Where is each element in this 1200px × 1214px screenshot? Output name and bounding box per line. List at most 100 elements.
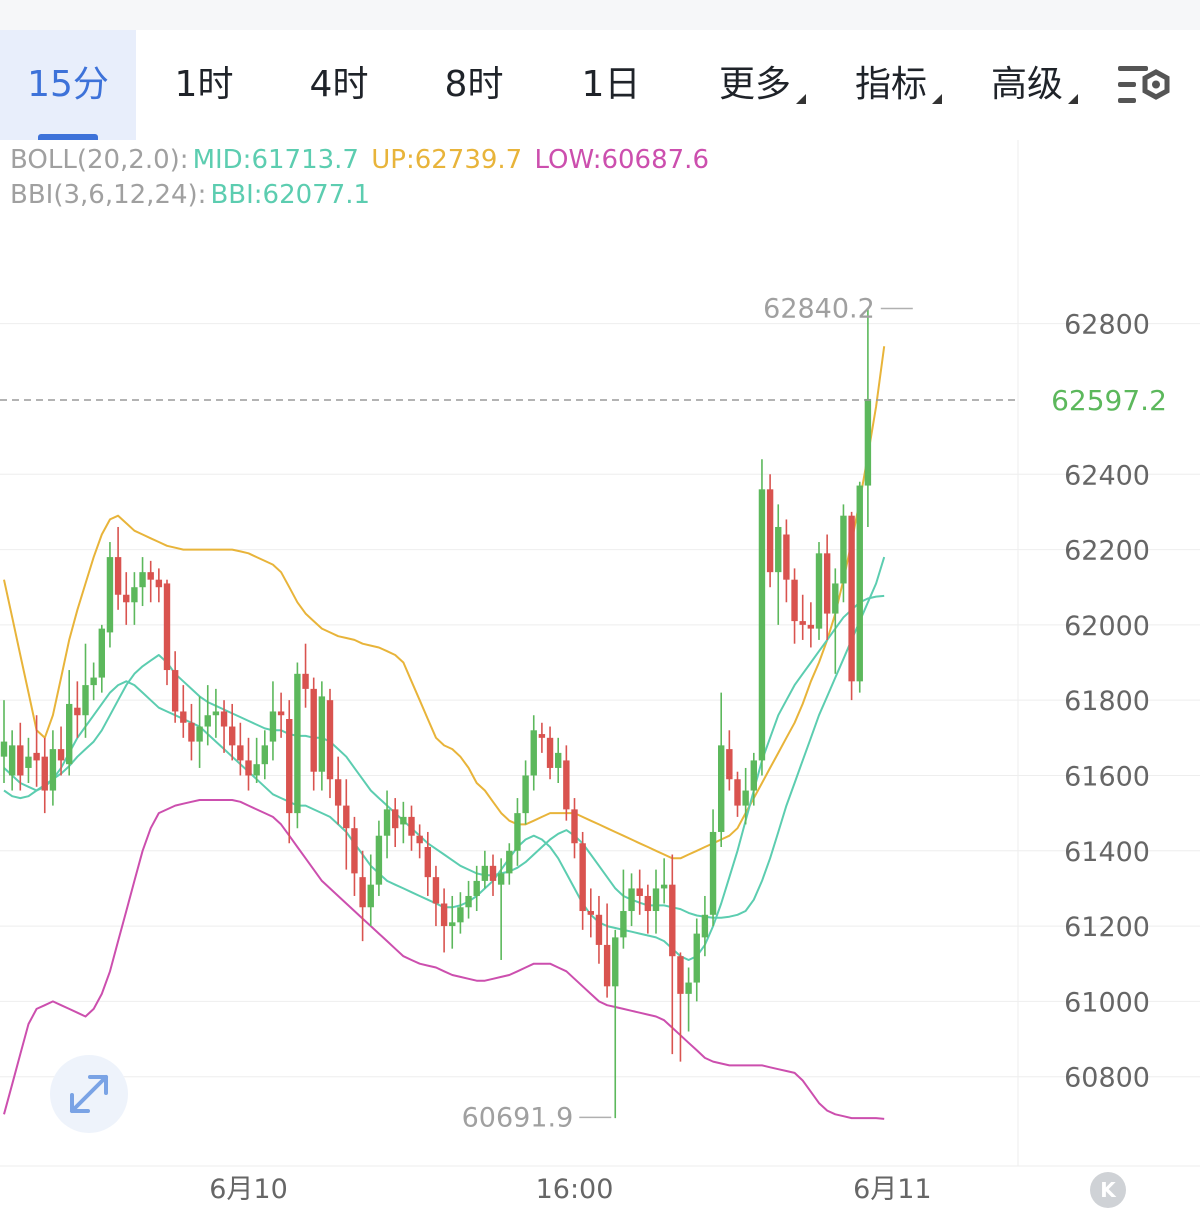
candle-body: [506, 850, 513, 874]
boll-label: BOLL(20,2.0):: [10, 145, 189, 175]
candle-body: [823, 553, 831, 614]
tab-8h[interactable]: 8时: [415, 30, 533, 140]
candle-body: [25, 756, 32, 768]
candle-body: [587, 911, 594, 915]
candle-body: [612, 937, 619, 987]
candle-body: [310, 688, 317, 772]
candle-body: [163, 583, 171, 671]
candle-body: [628, 888, 635, 912]
candle-body: [114, 557, 122, 595]
tab-label: 指标: [854, 64, 927, 105]
boll-legend: BOLL(20,2.0): MID:61713.7 UP:62739.7 LOW:…: [10, 145, 713, 175]
candle-body: [783, 534, 790, 580]
candle-body: [74, 707, 81, 716]
tab-4h[interactable]: 4时: [280, 30, 398, 140]
y-tick-label: 62200: [1064, 536, 1150, 567]
candle-body: [546, 737, 554, 768]
candlestick-chart[interactable]: 62800 62400 62200 62000 61800 61600 61400 61200…: [0, 140, 1200, 1214]
candle-body: [66, 703, 73, 765]
candle-body: [644, 895, 652, 912]
y-tick-label: 61000: [1064, 987, 1150, 1018]
tab-label: 15分: [27, 64, 109, 105]
candle-body: [334, 779, 342, 806]
candle-body: [343, 805, 350, 829]
y-tick-label: 62800: [1064, 310, 1150, 341]
tab-1d[interactable]: 1日: [552, 30, 670, 140]
candle-body: [383, 809, 391, 836]
candle-body: [449, 922, 456, 927]
candle-body: [734, 779, 741, 806]
dropdown-caret-icon: [932, 94, 942, 104]
x-tick-label: 6月10: [209, 1174, 288, 1205]
candle-body: [465, 895, 472, 908]
candle-body: [701, 914, 709, 938]
y-tick-label: 60800: [1064, 1063, 1150, 1094]
expand-chart-button[interactable]: [50, 1055, 128, 1133]
tab-indicators-dropdown[interactable]: 指标: [836, 30, 946, 140]
bbi-legend: BBI(3,6,12,24): BBI:62077.1: [10, 180, 374, 210]
current-price-tag: [1020, 376, 1198, 425]
candle-body: [473, 880, 480, 896]
candle-body: [326, 700, 334, 780]
candle-body: [807, 624, 815, 629]
y-tick-label: 62400: [1064, 460, 1150, 491]
candle-body: [41, 756, 48, 791]
k-badge-icon[interactable]: K: [1090, 1172, 1126, 1208]
candle-body: [196, 726, 203, 742]
y-tick-label: 61800: [1064, 686, 1150, 717]
candle-body: [718, 745, 725, 832]
tab-more-dropdown[interactable]: 更多: [700, 30, 810, 140]
candle-body: [82, 685, 89, 716]
candle-body: [229, 726, 236, 746]
tab-label: 1日: [581, 64, 641, 105]
tab-label: 4时: [309, 64, 369, 105]
candle-body: [33, 752, 40, 761]
candle-body: [563, 760, 570, 810]
candle-body: [685, 982, 692, 994]
candle-body: [147, 572, 154, 580]
candle-body: [424, 847, 431, 878]
candle-body: [522, 775, 529, 814]
candle-body: [106, 557, 114, 633]
tab-15min[interactable]: 15分: [0, 30, 136, 140]
candle-body: [131, 587, 138, 603]
chart-settings-icon: [1118, 66, 1170, 103]
candle-body: [400, 816, 407, 825]
y-tick-label: 61400: [1064, 837, 1150, 868]
status-strip: [0, 0, 1200, 30]
candle-body: [8, 745, 16, 776]
candle-body: [367, 884, 374, 908]
boll-low-value: LOW:60687.6: [534, 145, 709, 175]
y-tick-label: 62000: [1064, 611, 1150, 642]
candle-body: [17, 745, 24, 776]
candle-body: [595, 914, 603, 945]
candle-body: [220, 711, 228, 727]
candle-body: [669, 884, 676, 957]
candle-body: [677, 956, 684, 994]
candle-body: [750, 760, 757, 791]
expand-arrows-icon: [70, 1075, 108, 1113]
candle-body: [188, 722, 195, 742]
chart-settings-button[interactable]: [1110, 30, 1180, 140]
candle-body: [489, 865, 497, 881]
candle-body: [302, 673, 309, 689]
candle-body: [98, 628, 105, 678]
candle-body: [204, 715, 211, 727]
candle-body: [652, 888, 660, 912]
candle-body: [815, 553, 823, 629]
candle-body: [237, 745, 244, 761]
tab-1h[interactable]: 1时: [145, 30, 263, 140]
candle-body: [440, 903, 448, 927]
y-tick-label: 61600: [1064, 761, 1150, 792]
tab-advanced-dropdown[interactable]: 高级: [972, 30, 1082, 140]
tab-label: 1时: [174, 64, 234, 105]
x-tick-label: 6月11: [853, 1174, 932, 1205]
candle-body: [269, 711, 277, 742]
candle-body: [416, 835, 423, 844]
candle-body: [742, 790, 749, 806]
candle-body: [277, 711, 285, 716]
candle-body: [180, 711, 187, 723]
boll-mid-value: MID:61713.7: [192, 145, 359, 175]
y-tick-label: 61200: [1064, 912, 1150, 943]
indicator-line-low: [3, 799, 885, 1120]
